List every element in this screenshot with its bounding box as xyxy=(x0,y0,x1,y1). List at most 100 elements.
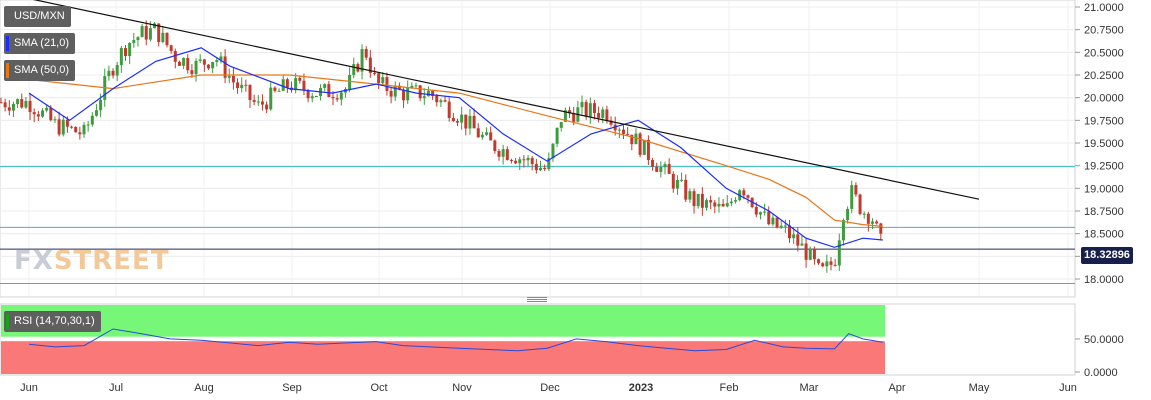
candle-body xyxy=(771,217,775,225)
candle-body xyxy=(746,195,750,198)
candle-body xyxy=(485,132,489,135)
sma50-label[interactable]: SMA (50,0) xyxy=(4,60,76,81)
candle-body xyxy=(526,157,530,161)
candle-body xyxy=(700,193,704,208)
y-tick-label: 20.2500 xyxy=(1084,70,1124,82)
candle-body xyxy=(597,112,601,118)
candle-body xyxy=(837,240,841,266)
x-tick-label: Jun xyxy=(1059,382,1077,394)
candle-body xyxy=(194,60,198,75)
candle-body xyxy=(518,159,522,164)
rsi-axis: 50.0000 0.0000 xyxy=(1075,334,1124,379)
candle-body xyxy=(829,261,833,265)
candle-body xyxy=(82,124,86,135)
candle-body xyxy=(418,85,422,99)
candle-body xyxy=(352,64,356,76)
candle-body xyxy=(360,49,364,72)
y-tick-label: 50.0000 xyxy=(1084,334,1124,346)
candle-body xyxy=(692,191,696,207)
candle-body xyxy=(65,119,69,127)
x-tick-label: Jun xyxy=(20,382,38,394)
y-tick-label: 19.7500 xyxy=(1084,115,1124,127)
candle-body xyxy=(128,42,132,57)
candle-body xyxy=(443,100,447,102)
rsi-line xyxy=(28,328,883,352)
candle-body xyxy=(476,128,480,138)
candle-body xyxy=(568,110,572,114)
candle-body xyxy=(812,248,816,260)
pair-label[interactable]: USD/MXN xyxy=(4,6,71,27)
candle-body xyxy=(132,40,136,43)
y-tick-label: 19.5000 xyxy=(1084,138,1124,150)
candle-body xyxy=(182,58,186,66)
candle-body xyxy=(742,190,746,196)
candle-body xyxy=(754,206,758,215)
candle-body xyxy=(501,149,505,157)
candle-body xyxy=(758,212,762,215)
candle-body xyxy=(729,201,733,204)
candle-body xyxy=(140,26,144,38)
candle-body xyxy=(414,85,418,87)
candle-body xyxy=(397,85,401,90)
candle-body xyxy=(572,113,576,122)
candle-body xyxy=(634,133,638,145)
rsi-label[interactable]: RSI (14,70,30,1) xyxy=(4,311,101,332)
candle-body xyxy=(514,160,518,164)
x-tick-label: Aug xyxy=(194,382,214,394)
trendline xyxy=(32,0,980,200)
candle-body xyxy=(447,101,451,118)
candle-body xyxy=(505,149,509,160)
candle-body xyxy=(866,213,870,224)
candle-body xyxy=(709,200,713,203)
candle-body xyxy=(509,159,513,161)
candle-body xyxy=(846,208,850,221)
sma21-line xyxy=(28,47,883,248)
y-tick-label: 20.5000 xyxy=(1084,47,1124,59)
candle-body xyxy=(74,126,78,133)
candle-body xyxy=(792,234,796,239)
y-tick-label: 0.0000 xyxy=(1084,367,1118,379)
candle-body xyxy=(177,61,181,66)
candle-body xyxy=(136,37,140,41)
candle-body xyxy=(327,84,331,97)
candle-body xyxy=(32,112,36,115)
price-pane[interactable] xyxy=(0,0,1076,298)
candle-body xyxy=(111,70,115,76)
candle-body xyxy=(584,101,588,117)
rsi-zones xyxy=(1,305,885,374)
pane-resize-handle[interactable] xyxy=(527,297,547,303)
candle-body xyxy=(862,213,866,215)
candle-body xyxy=(559,121,563,128)
candle-body xyxy=(36,114,40,117)
candle-body xyxy=(124,48,127,57)
candle-body xyxy=(605,109,609,121)
candle-body xyxy=(215,60,219,63)
candle-body xyxy=(841,220,845,241)
rsi-series-line xyxy=(28,328,883,352)
candle-body xyxy=(339,92,343,100)
candle-body xyxy=(231,75,235,83)
candle-body xyxy=(298,77,302,81)
candle-body xyxy=(173,50,177,62)
candle-body xyxy=(406,88,410,101)
x-tick-label: Mar xyxy=(800,382,819,394)
candle-body xyxy=(725,203,729,207)
sma21-label[interactable]: SMA (21,0) xyxy=(4,33,76,54)
x-tick-label: Nov xyxy=(452,382,472,394)
candle-body xyxy=(373,72,376,74)
candle-body xyxy=(207,64,210,69)
candle-body xyxy=(713,202,717,207)
candle-body xyxy=(28,100,32,113)
candle-body xyxy=(211,62,215,69)
candle-body xyxy=(680,179,684,181)
trendline-segment xyxy=(32,0,980,200)
candle-body xyxy=(684,179,688,200)
candle-body xyxy=(385,77,389,91)
candle-body xyxy=(248,84,252,101)
candle-body xyxy=(323,84,327,88)
candle-body xyxy=(260,101,264,105)
candle-body xyxy=(779,225,783,228)
candle-body xyxy=(252,100,256,102)
candle-body xyxy=(219,56,223,61)
